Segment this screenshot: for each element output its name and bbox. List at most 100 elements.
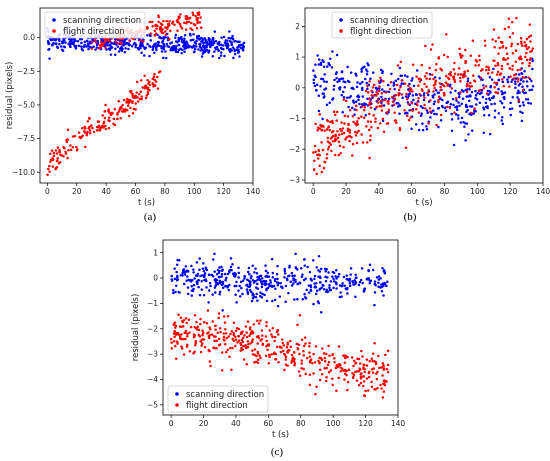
data-point-scanning — [404, 95, 408, 98]
data-point-flight — [96, 120, 100, 123]
data-point-flight — [132, 107, 136, 111]
data-point-scanning — [358, 102, 361, 106]
data-point-flight — [156, 87, 160, 90]
y-tick-label: −10.0 — [12, 168, 35, 177]
data-point-flight — [457, 73, 460, 76]
data-point-flight — [106, 37, 110, 41]
data-point-scanning — [124, 47, 127, 50]
data-point-scanning — [392, 84, 395, 87]
data-point-scanning — [203, 36, 206, 40]
data-point-scanning — [213, 270, 216, 273]
data-point-scanning — [270, 284, 274, 288]
data-point-scanning — [223, 41, 227, 44]
data-point-flight — [398, 128, 402, 132]
data-point-flight — [373, 360, 376, 363]
data-point-flight — [448, 106, 452, 110]
data-point-flight — [172, 332, 176, 335]
data-point-scanning — [123, 50, 127, 54]
data-point-flight — [268, 353, 271, 357]
data-point-flight — [119, 105, 123, 109]
data-point-scanning — [235, 280, 238, 284]
data-point-flight — [194, 15, 197, 18]
data-point-scanning — [234, 273, 238, 276]
data-point-flight — [47, 167, 50, 171]
data-point-flight — [198, 21, 202, 24]
data-point-scanning — [484, 101, 488, 105]
data-point-scanning — [421, 106, 424, 110]
data-point-scanning — [320, 77, 323, 81]
data-point-flight — [496, 91, 499, 94]
data-point-flight — [325, 156, 329, 160]
data-point-flight — [168, 20, 171, 23]
data-point-flight — [246, 320, 250, 323]
data-point-flight — [423, 82, 426, 86]
data-point-scanning — [294, 280, 297, 284]
data-point-scanning — [325, 267, 329, 271]
data-point-flight — [271, 326, 275, 330]
data-point-flight — [139, 39, 142, 42]
data-point-flight — [355, 370, 359, 373]
data-point-scanning — [478, 92, 482, 95]
data-point-flight — [461, 73, 464, 76]
data-point-flight — [403, 108, 406, 112]
data-point-flight — [188, 350, 192, 353]
data-point-scanning — [497, 87, 500, 91]
data-point-flight — [154, 24, 157, 28]
data-point-scanning — [346, 79, 350, 83]
data-point-scanning — [146, 42, 149, 46]
data-point-flight — [249, 326, 252, 329]
data-point-flight — [486, 72, 490, 75]
data-point-flight — [208, 333, 212, 337]
data-point-flight — [189, 27, 192, 30]
data-point-scanning — [193, 47, 197, 51]
data-point-flight — [104, 46, 107, 49]
data-point-scanning — [251, 292, 254, 295]
data-point-scanning — [181, 274, 184, 277]
data-point-scanning — [196, 282, 199, 286]
data-point-scanning — [192, 268, 195, 271]
data-point-scanning — [187, 270, 190, 273]
data-point-flight — [71, 135, 75, 138]
data-point-flight — [247, 343, 250, 346]
data-point-flight — [158, 28, 162, 31]
data-point-scanning — [455, 99, 458, 102]
data-point-scanning — [323, 73, 326, 76]
data-point-flight — [363, 106, 367, 109]
data-point-scanning — [482, 106, 485, 109]
data-point-scanning — [377, 86, 381, 90]
data-point-flight — [432, 77, 435, 81]
data-point-flight — [217, 312, 221, 315]
data-point-flight — [276, 329, 279, 332]
data-point-flight — [200, 344, 203, 347]
data-point-flight — [462, 76, 465, 79]
data-point-flight — [453, 72, 457, 75]
data-point-scanning — [371, 96, 374, 99]
y-tick-label: −1 — [147, 299, 158, 308]
data-point-scanning — [414, 102, 417, 106]
data-point-flight — [429, 48, 433, 51]
data-point-scanning — [111, 42, 114, 45]
data-point-scanning — [340, 295, 343, 298]
data-point-scanning — [175, 45, 178, 48]
data-point-scanning — [265, 287, 268, 291]
data-point-flight — [432, 84, 436, 87]
data-point-scanning — [334, 275, 337, 278]
data-point-flight — [423, 107, 427, 110]
data-point-scanning — [399, 74, 402, 78]
data-point-flight — [51, 165, 54, 168]
data-point-scanning — [337, 272, 341, 276]
data-point-scanning — [319, 61, 323, 65]
data-point-scanning — [279, 281, 282, 285]
data-point-flight — [329, 143, 333, 146]
data-point-flight — [228, 346, 232, 350]
data-point-flight — [343, 122, 346, 125]
data-point-flight — [209, 364, 212, 368]
data-point-flight — [331, 383, 334, 387]
data-point-scanning — [213, 291, 217, 294]
data-point-scanning — [256, 299, 259, 302]
data-point-flight — [452, 75, 455, 79]
data-point-scanning — [462, 121, 465, 124]
data-point-flight — [138, 97, 142, 101]
data-point-flight — [118, 108, 121, 111]
data-point-flight — [88, 132, 92, 135]
